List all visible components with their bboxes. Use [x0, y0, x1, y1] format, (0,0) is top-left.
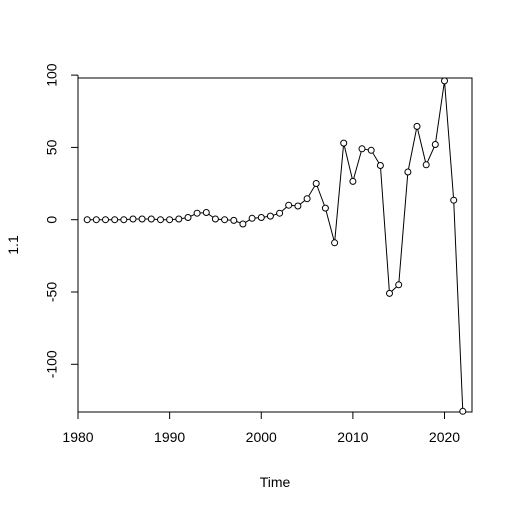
data-point: [239, 220, 247, 228]
data-point: [340, 139, 348, 147]
data-point: [147, 215, 155, 223]
y-tick-label: 50: [44, 139, 60, 155]
data-point: [257, 214, 265, 221]
data-point: [120, 216, 128, 224]
data-point: [111, 216, 119, 224]
data-point: [386, 289, 393, 297]
data-point: [312, 180, 320, 187]
data-point: [321, 204, 329, 212]
y-tick-label: 0: [44, 216, 60, 224]
y-tick-label: -50: [44, 282, 60, 302]
series-line: [87, 80, 464, 412]
data-point: [102, 216, 109, 224]
series-group: [83, 77, 467, 415]
y-tick-label: -100: [44, 350, 60, 378]
x-tick-label: 1990: [154, 429, 185, 445]
data-point: [422, 161, 430, 169]
data-point: [83, 216, 91, 224]
data-point: [221, 216, 229, 224]
data-point: [331, 239, 339, 247]
data-point: [413, 122, 421, 130]
data-point: [349, 177, 357, 185]
data-point: [166, 216, 174, 224]
data-point: [441, 77, 448, 85]
y-tick-label: 100: [44, 63, 60, 87]
data-point: [376, 162, 384, 169]
data-point: [358, 145, 366, 153]
data-point: [450, 196, 458, 204]
data-point: [175, 215, 183, 223]
data-point: [248, 214, 256, 222]
x-axis: 1980 1990 2000 2010 2020: [62, 411, 460, 445]
data-point: [211, 215, 219, 223]
data-point: [285, 201, 293, 209]
data-point: [202, 209, 210, 216]
x-tick-label: 2010: [337, 429, 368, 445]
data-point: [157, 216, 164, 224]
y-axis-label: 1.1: [5, 235, 21, 255]
data-point: [395, 281, 403, 289]
data-point: [230, 216, 238, 224]
y-axis: -100 -50 0 50 100: [44, 63, 79, 378]
plot-frame: [77, 77, 473, 413]
data-point: [266, 212, 274, 220]
data-point: [276, 209, 284, 217]
data-point: [303, 195, 311, 203]
data-point: [129, 215, 137, 223]
data-point: [92, 216, 100, 224]
data-point: [138, 215, 146, 223]
x-axis-label: Time: [260, 474, 291, 490]
data-point: [431, 141, 439, 148]
data-point: [294, 202, 302, 210]
x-tick-label: 2020: [429, 429, 460, 445]
data-point: [184, 214, 192, 221]
x-tick-label: 1980: [62, 429, 93, 445]
data-point: [193, 209, 201, 217]
x-tick-label: 2000: [246, 429, 277, 445]
data-point: [404, 168, 412, 176]
data-point: [459, 407, 467, 415]
data-point: [367, 146, 375, 154]
